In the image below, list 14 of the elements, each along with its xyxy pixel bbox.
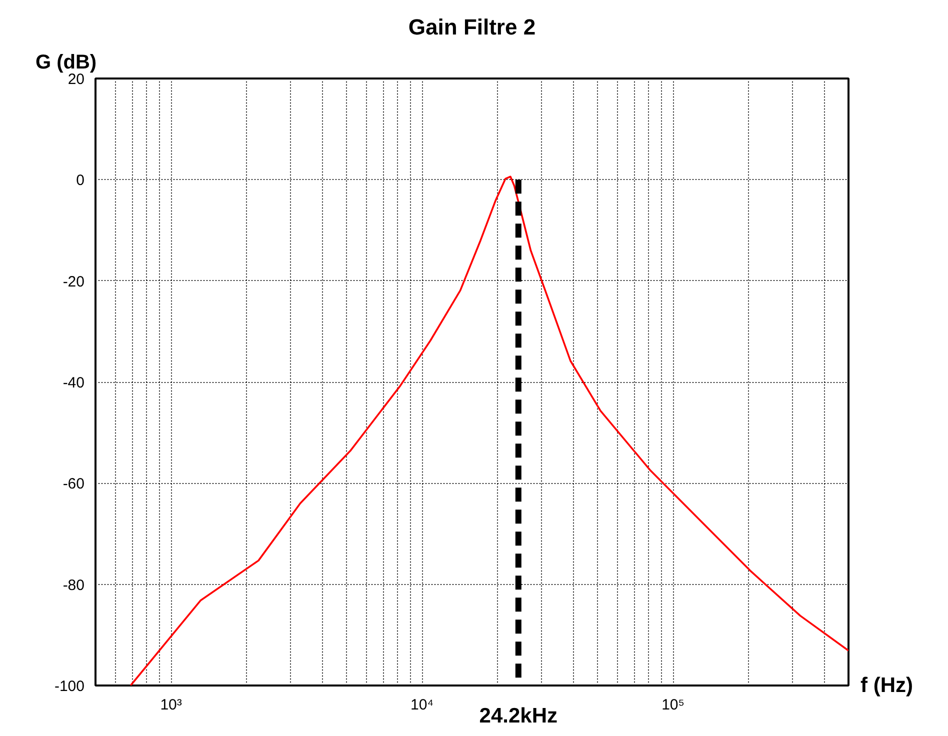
y-tick-label: -60	[62, 476, 85, 493]
chart-title: Gain Filtre 2	[408, 14, 536, 40]
annotation: 24.2kHz	[479, 704, 558, 728]
y-tick-label: -100	[54, 678, 85, 695]
x-axis-title: f (Hz)	[860, 674, 913, 697]
x-tick-label: 10⁴	[410, 696, 434, 714]
x-tick-label: 10⁵	[662, 696, 685, 714]
y-tick-label: 0	[76, 172, 84, 190]
y-tick-label: -20	[62, 273, 85, 290]
y-tick-label: -40	[62, 374, 85, 392]
y-axis-title: G (dB)	[36, 52, 97, 74]
y-tick-label: 20	[68, 71, 85, 88]
x-tick-label: 10³	[160, 696, 182, 714]
y-tick-label: -80	[62, 576, 85, 594]
